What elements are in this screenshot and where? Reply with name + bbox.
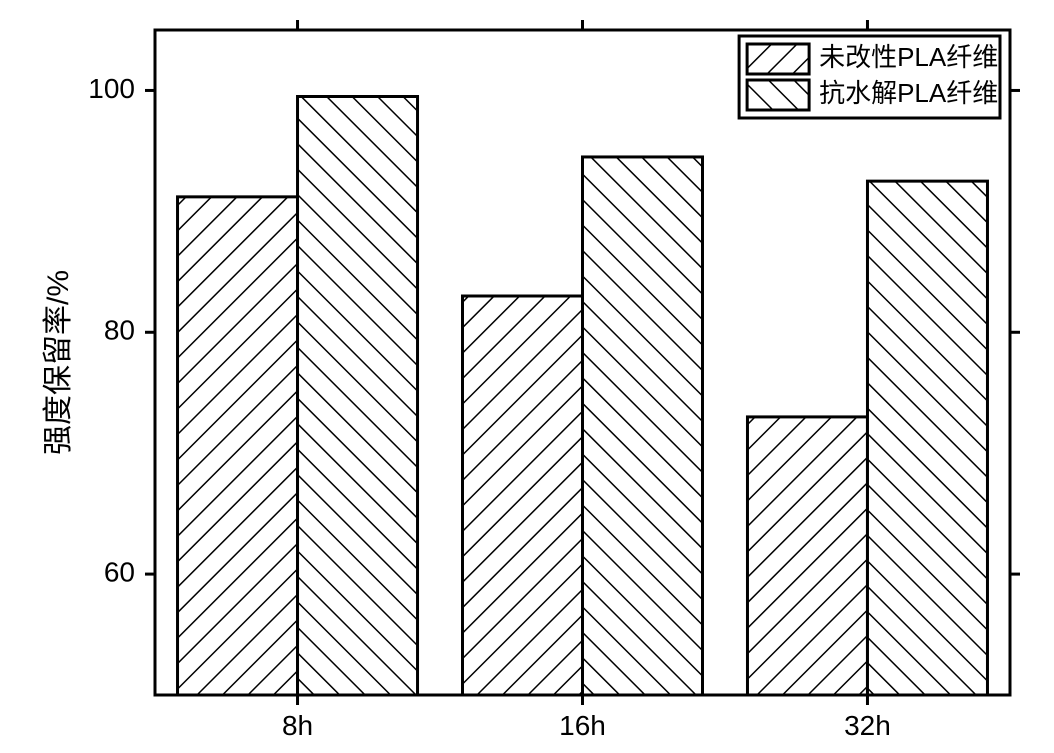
y-tick-label: 60 [104,556,135,587]
legend: 未改性PLA纤维抗水解PLA纤维 [739,36,1000,118]
legend-label: 抗水解PLA纤维 [819,78,998,108]
x-tick-label: 16h [559,710,606,741]
y-axis-label: 强度保留率/% [42,270,75,455]
bar [178,197,298,695]
legend-label: 未改性PLA纤维 [819,42,998,72]
x-tick-label: 8h [282,710,313,741]
y-tick-label: 80 [104,315,135,346]
bar-chart: 60 80 100 强度保留率/% 8h 16h 32h 未改性PLA纤维抗水解PLA纤维 [0,0,1054,753]
chart-container: 60 80 100 强度保留率/% 8h 16h 32h 未改性PLA纤维抗水解PLA纤维 [0,0,1054,753]
bar [583,157,703,695]
bar [867,181,987,695]
bar [747,417,867,695]
y-tick-label: 100 [88,73,135,104]
bar [463,296,583,695]
x-tick-label: 32h [844,710,891,741]
bar [298,97,418,696]
